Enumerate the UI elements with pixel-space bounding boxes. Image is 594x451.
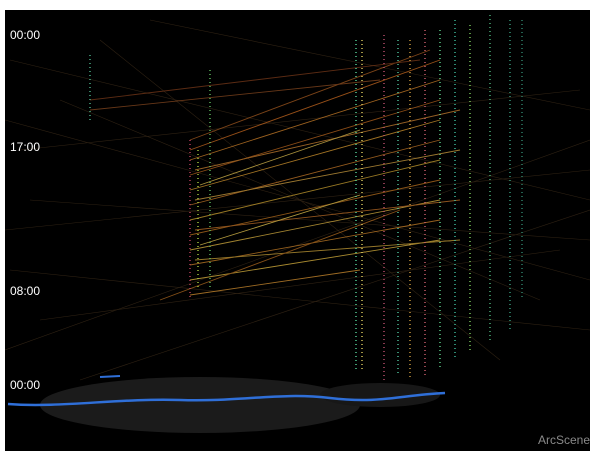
river-fragment xyxy=(99,375,121,378)
background-lines xyxy=(5,19,590,381)
river-line xyxy=(7,391,446,407)
watermark: ArcScene xyxy=(538,433,590,447)
time-label: 08:00 xyxy=(10,284,40,298)
time-label: 00:00 xyxy=(10,378,40,392)
time-label: 00:00 xyxy=(10,28,40,42)
vertical-tracks xyxy=(89,15,523,380)
ground-texture xyxy=(40,377,360,433)
time-label: 17:00 xyxy=(10,140,40,154)
ground-texture xyxy=(320,383,440,407)
scene-content xyxy=(5,15,590,433)
